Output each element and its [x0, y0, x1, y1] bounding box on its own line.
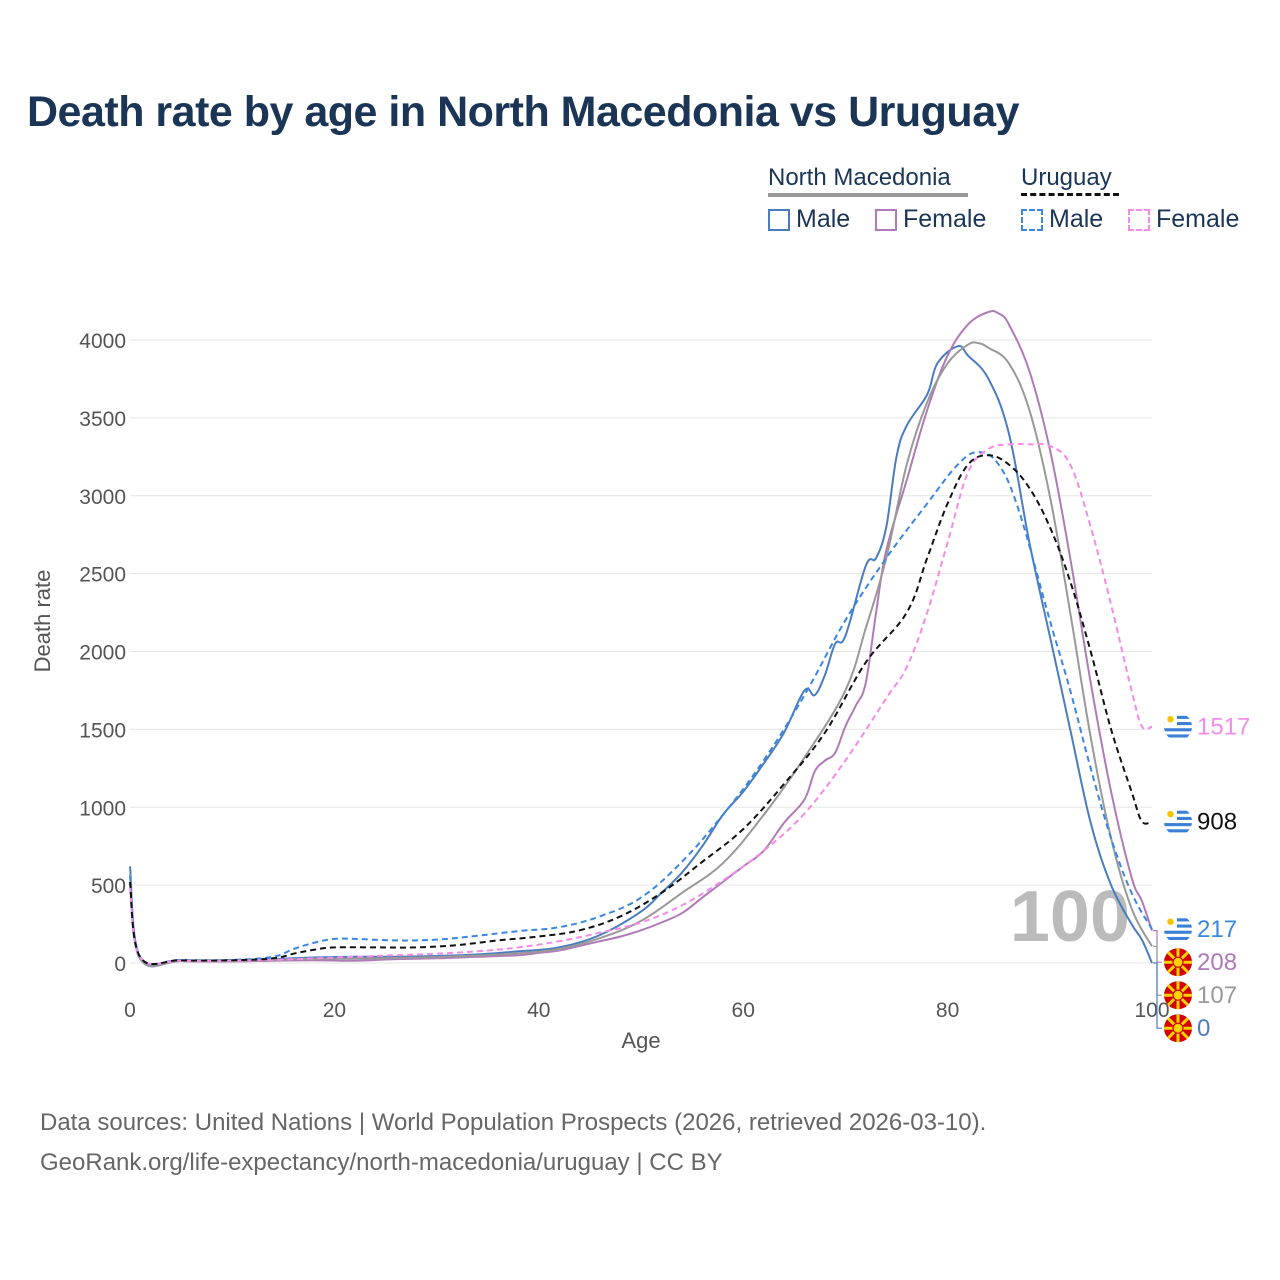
- chart-title: Death rate by age in North Macedonia vs …: [27, 88, 1020, 136]
- series-line-uruguay-female[interactable]: [129, 442, 1153, 966]
- end-value-uruguay-total: 908: [1197, 809, 1237, 836]
- legend-swatch-uy-female: [1128, 208, 1150, 231]
- footer-attribution[interactable]: GeoRank.org/life-expectancy/north-macedo…: [40, 1149, 723, 1176]
- tick-layer: 0 500 1000 1500 2000 2500 3000 3500 4000 0 20 40 60 8…: [79, 330, 1169, 1022]
- series-line-north-macedonia-total[interactable]: [129, 341, 1153, 968]
- end-value-north-macedonia-male: 0: [1197, 1015, 1210, 1042]
- flag-uruguay-icon: [1164, 915, 1192, 943]
- flag-north-macedonia-icon: [1164, 1014, 1192, 1042]
- footer-sources: Data sources: United Nations | World Pop…: [40, 1109, 987, 1136]
- y-tick-label-3000: 3000: [79, 486, 126, 509]
- x-tick-label-20: 20: [323, 999, 346, 1022]
- legend-swatch-uy-male: [1021, 208, 1043, 231]
- legend-label-nm-female: Female: [903, 205, 987, 233]
- end-value-north-macedonia-female: 208: [1197, 949, 1237, 976]
- x-axis-title: Age: [621, 1028, 660, 1053]
- y-tick-label-2000: 2000: [79, 642, 126, 665]
- legend-group-uruguay[interactable]: Uruguay: [1021, 164, 1112, 191]
- legend-item-nm-female[interactable]: Female: [875, 205, 986, 234]
- y-tick-label-1500: 1500: [79, 719, 126, 742]
- y-tick-label-1000: 1000: [79, 797, 126, 820]
- legend-item-uy-male[interactable]: Male: [1021, 205, 1103, 234]
- series-line-north-macedonia-male[interactable]: [129, 344, 1153, 968]
- y-tick-label-2500: 2500: [79, 564, 126, 587]
- legend-underline-north-macedonia: [768, 193, 968, 197]
- legend-label-uy-female: Female: [1156, 205, 1240, 233]
- series-line-north-macedonia-female[interactable]: [129, 310, 1153, 967]
- flag-uruguay-icon: [1164, 713, 1192, 741]
- end-value-north-macedonia-total: 107: [1197, 982, 1237, 1009]
- x-tick-label-100: 100: [1134, 999, 1169, 1022]
- end-label-layer: 1517 908 217 208 107 0: [1153, 713, 1250, 1042]
- legend-label-nm-male: Male: [796, 205, 851, 233]
- legend-group-north-macedonia[interactable]: North Macedonia: [768, 164, 951, 191]
- y-tick-label-500: 500: [91, 875, 126, 898]
- flag-north-macedonia-icon: [1164, 948, 1192, 976]
- y-tick-label-0: 0: [114, 953, 126, 976]
- legend-item-uy-female[interactable]: Female: [1128, 205, 1239, 234]
- legend-swatch-nm-male: [768, 208, 790, 231]
- x-tick-label-0: 0: [124, 999, 136, 1022]
- x-tick-label-60: 60: [732, 999, 755, 1022]
- legend-swatch-nm-female: [875, 208, 897, 231]
- y-axis-title: Death rate: [30, 570, 55, 673]
- flag-uruguay-icon: [1164, 808, 1192, 836]
- series-layer: [129, 310, 1153, 968]
- end-value-uruguay-female: 1517: [1197, 714, 1250, 741]
- end-value-uruguay-male: 217: [1197, 916, 1237, 943]
- grid-layer: [130, 339, 1152, 964]
- x-tick-label-80: 80: [936, 999, 959, 1022]
- y-tick-label-3500: 3500: [79, 408, 126, 431]
- legend-item-nm-male[interactable]: Male: [768, 205, 850, 234]
- y-tick-label-4000: 4000: [79, 330, 126, 353]
- current-age-label: 100: [1010, 877, 1130, 957]
- series-line-uruguay-total[interactable]: [129, 454, 1153, 966]
- legend-underline-uruguay: [1021, 193, 1119, 196]
- flag-north-macedonia-icon: [1164, 981, 1192, 1009]
- x-tick-label-40: 40: [527, 999, 550, 1022]
- legend-label-uy-male: Male: [1049, 205, 1104, 233]
- end-connector-north-macedonia-male: [1153, 962, 1162, 1029]
- series-line-uruguay-male[interactable]: [129, 451, 1153, 966]
